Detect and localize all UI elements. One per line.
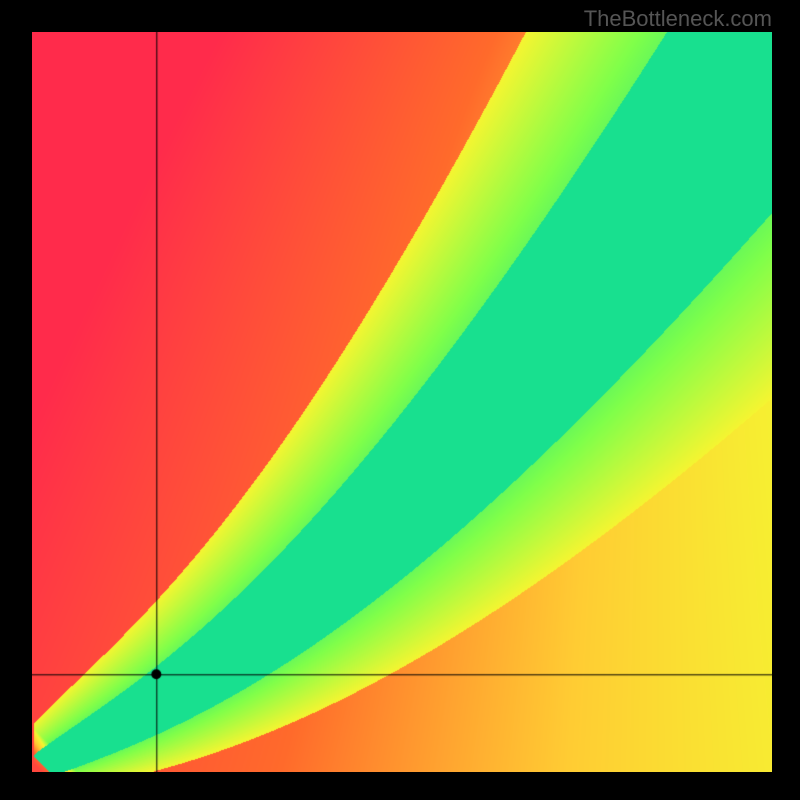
watermark-text: TheBottleneck.com — [584, 6, 772, 32]
bottleneck-heatmap — [32, 32, 772, 772]
chart-container: TheBottleneck.com — [0, 0, 800, 800]
